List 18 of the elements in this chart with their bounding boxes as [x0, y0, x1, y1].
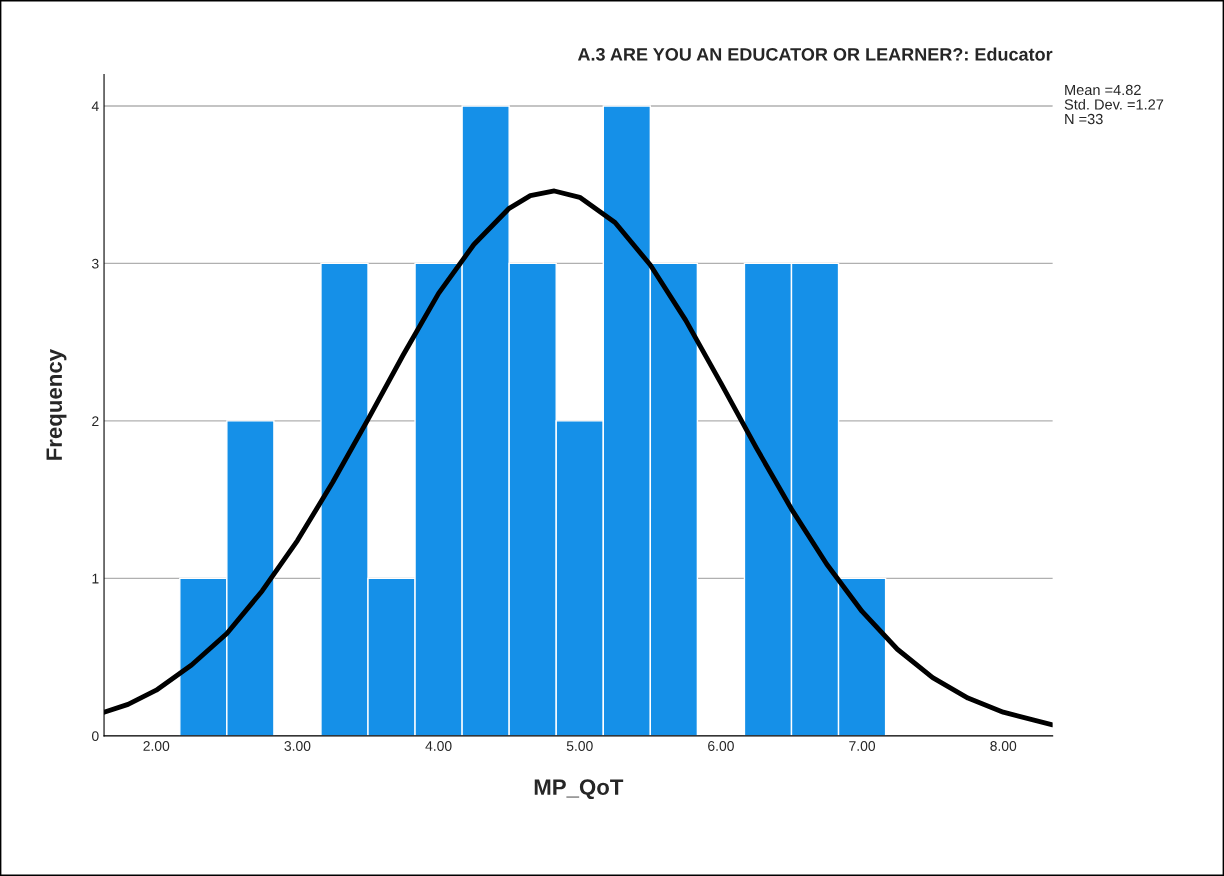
- chart-title: A.3 ARE YOU AN EDUCATOR OR LEARNER?: Educator: [577, 47, 1053, 61]
- x-axis-title: MP_QoT: [534, 779, 624, 800]
- x-tick-label: 3.00: [284, 741, 311, 751]
- x-tick-label: 7.00: [849, 741, 876, 751]
- text: Mean =4.82: [1065, 84, 1141, 96]
- y-tick-label: 2: [92, 416, 99, 426]
- x-tick-label: 6.00: [708, 741, 734, 751]
- y-tick-label: 0: [92, 731, 99, 742]
- y-tick-label: 4: [91, 101, 99, 111]
- x-tick-label: 2.00: [143, 741, 170, 751]
- x-tick-label: 8.00: [990, 741, 1017, 751]
- x-tick-label: 4.00: [425, 741, 452, 751]
- x-tick-label: 5.00: [566, 741, 593, 751]
- text: Std. Dev. =1.27: [1064, 98, 1164, 110]
- y-tick-label: 3: [91, 258, 99, 269]
- y-tick-label: 1: [92, 573, 99, 584]
- y-axis-title: Frequency: [46, 349, 67, 460]
- text: N =33: [1065, 113, 1103, 125]
